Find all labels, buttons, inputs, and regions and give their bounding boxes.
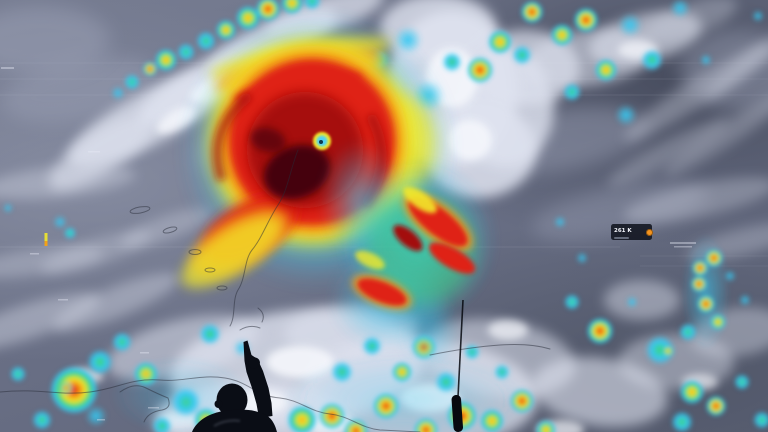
tooltip-text-block: 261 K	[614, 226, 646, 239]
temperature-value: 261 K	[614, 227, 632, 234]
ear	[214, 400, 223, 408]
microphone	[451, 299, 464, 432]
station-marker[interactable]	[44, 233, 48, 246]
feeder-band	[320, 140, 496, 370]
shirt-collar-highlight	[213, 419, 241, 427]
fist	[248, 357, 260, 369]
presenter-silhouette	[192, 340, 277, 432]
hurricane-eye	[313, 132, 331, 150]
coastlines	[0, 149, 551, 432]
head	[216, 383, 248, 417]
orange-dot-icon	[646, 228, 654, 236]
tooltip-subtext-placeholder	[614, 236, 629, 239]
temperature-tooltip[interactable]: 261 K	[611, 224, 654, 240]
map-label-dashes	[1, 67, 696, 421]
